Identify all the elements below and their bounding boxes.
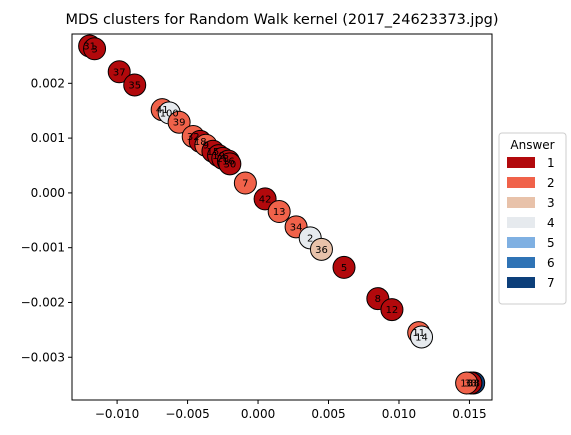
- legend-swatch: [507, 277, 535, 288]
- legend-title: Answer: [510, 138, 554, 152]
- y-tick-label: 0.001: [31, 131, 65, 145]
- data-point-label: 7: [242, 179, 248, 190]
- data-point-label: 28: [216, 154, 229, 165]
- data-point-label: 34: [290, 222, 303, 233]
- data-point: [167, 110, 191, 134]
- data-point-label: 36: [315, 245, 328, 256]
- data-point: [123, 73, 147, 97]
- data-point-label: 18: [194, 137, 207, 148]
- data-point-label: 42: [259, 194, 272, 205]
- data-point: [380, 298, 404, 322]
- legend-label: 7: [547, 276, 555, 290]
- data-point-label: 33: [464, 379, 477, 390]
- data-point-label: 38: [467, 379, 480, 390]
- y-tick-label: 0.000: [31, 186, 65, 200]
- legend-swatch: [507, 177, 535, 188]
- data-point-label: 10: [460, 379, 473, 390]
- data-point: [309, 237, 333, 261]
- legend-swatch: [507, 157, 535, 168]
- x-tick-label: −0.010: [95, 407, 139, 421]
- legend-label: 1: [547, 156, 555, 170]
- data-point-label: 15: [207, 147, 220, 158]
- data-point-label: 9: [203, 141, 209, 152]
- data-point-label: 5: [341, 263, 347, 274]
- legend-swatch: [507, 217, 535, 228]
- data-point-label: 16: [222, 157, 235, 168]
- data-point-label: 41: [156, 105, 169, 116]
- y-tick-label: −0.003: [21, 350, 65, 364]
- data-point-label: 14: [415, 332, 428, 343]
- data-point: [332, 255, 356, 279]
- y-tick-label: 0.002: [31, 76, 65, 90]
- data-point: [233, 171, 257, 195]
- legend-label: 5: [547, 236, 555, 250]
- data-point-label: 12: [386, 305, 399, 316]
- data-point-label: 100: [160, 108, 179, 119]
- data-point-label: 13: [273, 207, 286, 218]
- x-tick-label: 0.000: [241, 407, 275, 421]
- x-tick-label: 0.015: [452, 407, 486, 421]
- x-tick-label: 0.005: [311, 407, 345, 421]
- legend-entries: 1 2 3 4 5 6 7: [507, 156, 555, 290]
- plot-area-frame: [71, 33, 493, 401]
- data-point: [218, 152, 242, 176]
- legend-label: 4: [547, 216, 555, 230]
- y-tick-label: −0.002: [21, 295, 65, 309]
- legend-label: 3: [547, 196, 555, 210]
- x-axis-ticks: −0.010 −0.005 0.000 0.005 0.010 0.015: [95, 400, 487, 421]
- x-tick-label: −0.005: [165, 407, 209, 421]
- y-axis-ticks: 0.002 0.001 0.000 −0.001 −0.002 −0.003: [21, 76, 72, 364]
- data-point: [410, 325, 434, 349]
- legend-swatch: [507, 237, 535, 248]
- legend-swatch: [507, 197, 535, 208]
- data-point-label: 37: [113, 67, 126, 78]
- data-point: [83, 37, 107, 61]
- legend: Answer 1 2 3 4 5 6 7: [498, 132, 567, 305]
- data-point-label: 11: [412, 328, 425, 339]
- legend-label: 6: [547, 256, 555, 270]
- x-tick-label: 0.010: [382, 407, 416, 421]
- data-point-label: 2: [307, 233, 313, 244]
- data-point-label: 30: [223, 159, 236, 170]
- data-point-label: 35: [128, 80, 141, 91]
- data-point: [107, 60, 131, 84]
- data-point-label: 39: [173, 118, 186, 129]
- y-tick-label: −0.001: [21, 241, 65, 255]
- data-point-label: 31: [83, 42, 96, 53]
- data-point-label: 3: [91, 44, 97, 55]
- data-point-label: 19: [212, 151, 225, 162]
- data-point-label: 32: [187, 132, 200, 143]
- legend-swatch: [507, 257, 535, 268]
- data-point-label: 8: [375, 294, 381, 305]
- data-point: [267, 200, 291, 224]
- data-point: [455, 371, 479, 395]
- legend-label: 2: [547, 176, 555, 190]
- chart-title: MDS clusters for Random Walk kernel (201…: [65, 12, 498, 28]
